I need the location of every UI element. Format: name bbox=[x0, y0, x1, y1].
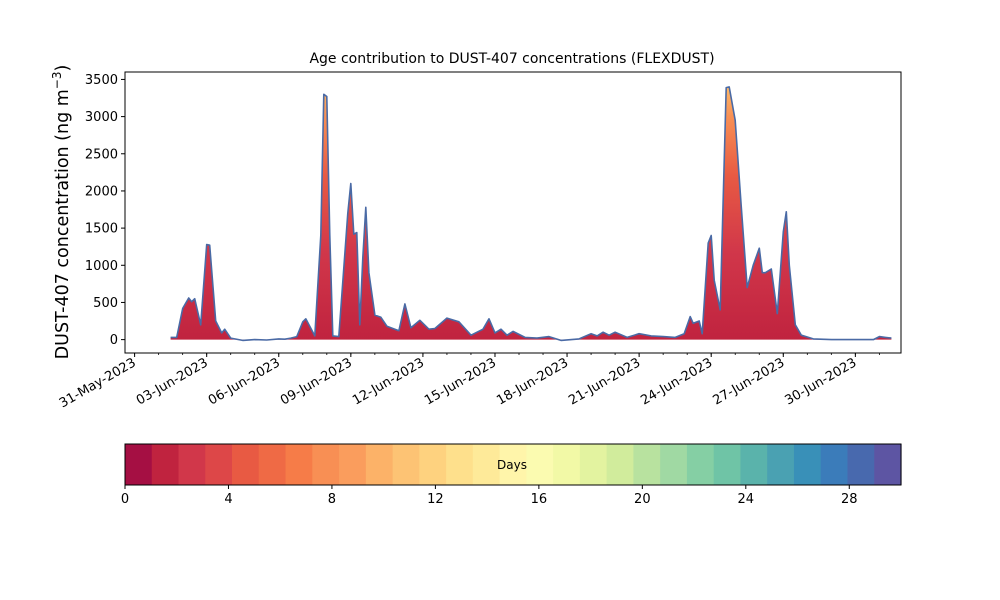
colorbar-swatch bbox=[151, 444, 180, 485]
chart-title: Age contribution to DUST-407 concentrati… bbox=[309, 51, 714, 67]
colorbar-swatch bbox=[793, 444, 822, 485]
colorbar-tick-label: 12 bbox=[427, 492, 444, 507]
colorbar-swatch bbox=[740, 444, 768, 485]
colorbar-swatch bbox=[285, 444, 313, 485]
x-tick-label: 09-Jun-2023 bbox=[278, 355, 355, 408]
y-tick-label: 1500 bbox=[85, 222, 118, 237]
colorbar-swatch bbox=[258, 444, 287, 485]
age-contribution-area bbox=[170, 86, 892, 341]
colorbar-swatch bbox=[205, 444, 233, 485]
y-axis-label-superscript: −3 bbox=[50, 71, 64, 89]
colorbar-swatch bbox=[499, 444, 527, 485]
colorbar-swatch bbox=[767, 444, 795, 485]
colorbar-swatch bbox=[686, 444, 715, 485]
colorbar-swatch bbox=[820, 444, 849, 485]
colorbar-tick-label: 0 bbox=[121, 492, 129, 507]
axes: 050010001500200025003000350031-May-20230… bbox=[57, 73, 880, 411]
colorbar-tick-label: 20 bbox=[634, 492, 651, 507]
colorbar-label: Days bbox=[497, 458, 527, 472]
plot-area bbox=[170, 86, 892, 342]
colorbar-swatch bbox=[526, 444, 554, 485]
x-tick-label: 31-May-2023 bbox=[57, 355, 139, 411]
y-tick-label: 0 bbox=[110, 333, 118, 348]
colorbar-swatch bbox=[365, 444, 394, 485]
y-tick-label: 500 bbox=[93, 296, 118, 311]
x-tick-label: 21-Jun-2023 bbox=[566, 355, 643, 408]
colorbar-tick-label: 16 bbox=[531, 492, 548, 507]
colorbar-swatch bbox=[446, 444, 474, 485]
colorbar-swatch bbox=[125, 444, 153, 485]
total-concentration-line bbox=[170, 86, 892, 342]
y-tick-label: 1000 bbox=[85, 259, 118, 274]
colorbar-swatch bbox=[660, 444, 688, 485]
colorbar-swatch bbox=[606, 444, 635, 485]
x-tick-label: 06-Jun-2023 bbox=[206, 355, 283, 408]
plot-frame bbox=[124, 71, 902, 354]
colorbar-swatch bbox=[339, 444, 367, 485]
x-tick-label: 24-Jun-2023 bbox=[638, 355, 715, 408]
colorbar-swatch bbox=[472, 444, 501, 485]
y-axis-label-close: ) bbox=[53, 65, 73, 72]
colorbar-tick-label: 24 bbox=[738, 492, 755, 507]
x-tick-label: 30-Jun-2023 bbox=[783, 355, 860, 408]
colorbar-swatch bbox=[312, 444, 340, 485]
x-tick-label: 18-Jun-2023 bbox=[494, 355, 571, 408]
colorbar-frame bbox=[124, 443, 902, 486]
colorbar-swatch bbox=[232, 444, 260, 485]
colorbar-swatch bbox=[178, 444, 206, 485]
colorbar-swatch bbox=[633, 444, 661, 485]
x-tick-label: 15-Jun-2023 bbox=[422, 355, 499, 408]
colorbar-swatch bbox=[874, 444, 902, 485]
x-tick-label: 12-Jun-2023 bbox=[350, 355, 427, 408]
colorbar: 0 4 8 12 16 20 24 28 bbox=[121, 444, 902, 507]
colorbar-swatch bbox=[392, 444, 420, 485]
colorbar-tick-label: 4 bbox=[224, 492, 232, 507]
colorbar-tick-label: 28 bbox=[841, 492, 858, 507]
colorbar-swatch bbox=[847, 444, 875, 485]
y-tick-label: 3000 bbox=[85, 110, 118, 125]
x-tick-label: 03-Jun-2023 bbox=[134, 355, 211, 408]
y-tick-label: 2500 bbox=[85, 147, 118, 162]
y-axis-label-main: DUST-407 concentration (ng m bbox=[53, 89, 73, 359]
y-tick-label: 3500 bbox=[85, 73, 118, 88]
x-tick-label: 27-Jun-2023 bbox=[710, 355, 787, 408]
y-axis-label: DUST-407 concentration (ng m−3) bbox=[50, 65, 73, 360]
colorbar-swatch bbox=[419, 444, 447, 485]
colorbar-swatch bbox=[553, 444, 581, 485]
y-tick-label: 2000 bbox=[85, 184, 118, 199]
colorbar-swatch bbox=[713, 444, 742, 485]
colorbar-swatch bbox=[579, 444, 608, 485]
colorbar-tick-label: 8 bbox=[328, 492, 336, 507]
